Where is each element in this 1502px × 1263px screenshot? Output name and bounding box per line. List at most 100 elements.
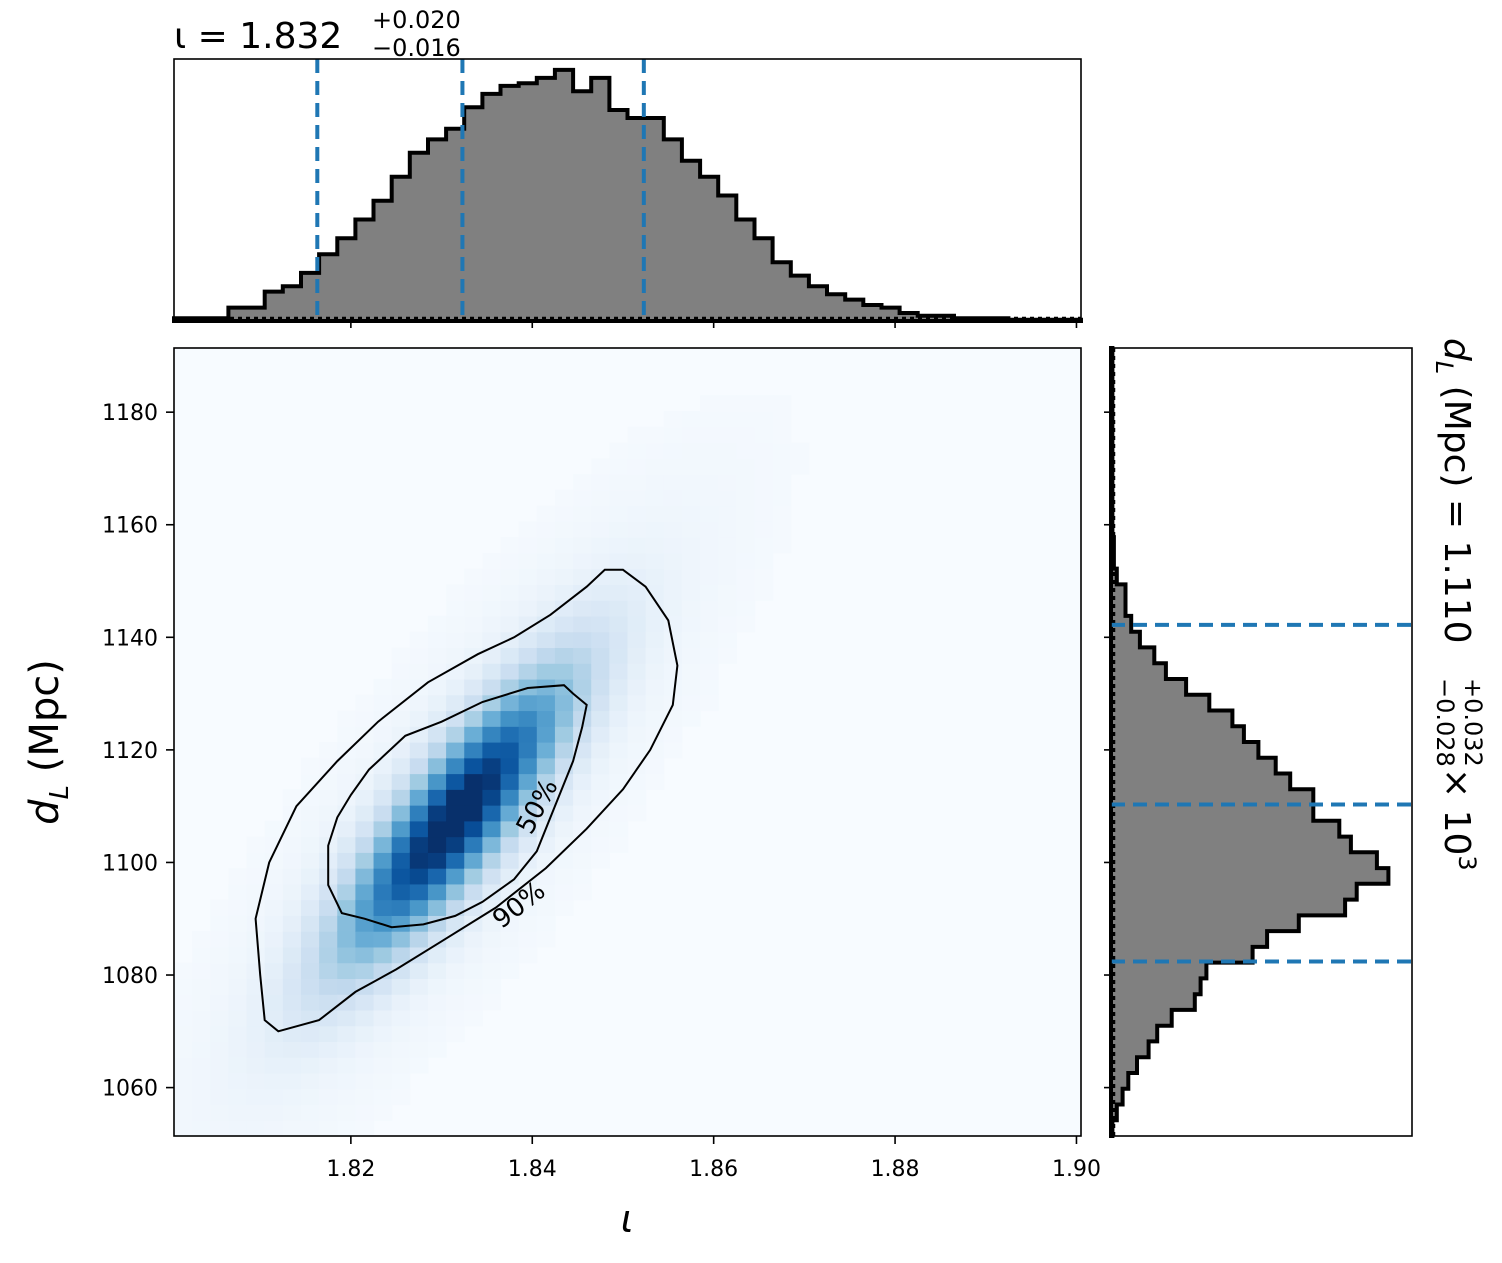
y-tick-label: 1140 — [102, 626, 158, 651]
density-cell — [681, 663, 701, 680]
density-cell — [482, 789, 502, 806]
density-cell — [282, 1041, 302, 1058]
density-cell — [427, 1041, 447, 1058]
density-cell — [681, 678, 701, 696]
density-cell — [736, 552, 756, 570]
density-cell — [446, 615, 465, 633]
density-cell — [518, 521, 538, 538]
density-cell — [627, 663, 647, 680]
density-cell — [409, 631, 429, 649]
density-cell — [337, 1120, 356, 1137]
dL-marginal-histogram: dL (Mpc) = 1.110 +0.032 −0.028 × 103 — [1104, 338, 1487, 1138]
density-cell — [663, 678, 683, 696]
density-cell — [718, 426, 737, 444]
density-cell — [500, 931, 520, 948]
density-cell — [427, 615, 447, 633]
density-cell — [391, 663, 411, 680]
density-cell — [192, 978, 211, 995]
density-cell — [282, 852, 302, 869]
density-cell — [554, 631, 574, 649]
density-cell — [645, 426, 665, 444]
density-cell — [754, 537, 774, 554]
density-cell — [482, 694, 502, 712]
density-cell — [718, 552, 737, 570]
density-cell — [337, 742, 356, 759]
density-cell — [591, 663, 610, 680]
density-cell — [355, 1041, 375, 1058]
density-cell — [427, 742, 447, 759]
density-cell — [500, 537, 520, 554]
density-cell — [718, 395, 737, 412]
density-cell — [609, 647, 629, 664]
density-cell — [319, 1120, 338, 1137]
density-cell — [300, 915, 320, 932]
y-tick-label: 1120 — [102, 739, 158, 764]
density-cell — [446, 584, 465, 601]
density-cell — [536, 584, 556, 601]
density-cell — [645, 537, 665, 554]
density-cell — [409, 1025, 429, 1043]
density-cell — [681, 694, 701, 712]
density-cell — [609, 678, 629, 696]
density-cell — [391, 742, 411, 759]
density-cell — [446, 868, 465, 885]
density-cell — [319, 789, 338, 806]
density-cell — [446, 1009, 465, 1027]
density-cell — [627, 489, 647, 507]
density-cell — [591, 757, 610, 775]
density-cell — [700, 458, 719, 475]
density-cell — [518, 600, 538, 617]
density-cell — [210, 1104, 230, 1121]
density-cell — [663, 742, 683, 759]
density-cell — [464, 726, 483, 743]
density-cell — [337, 820, 356, 838]
density-cell — [536, 694, 556, 712]
density-cell — [464, 1009, 483, 1027]
density-cell — [645, 773, 665, 790]
density-cell — [210, 931, 230, 948]
contour-50pct — [327, 684, 588, 929]
density-cell — [373, 868, 393, 885]
density-cell — [591, 489, 610, 507]
density-cell — [319, 742, 338, 759]
density-cell — [536, 631, 556, 649]
dL-exponent: × 103 — [1436, 768, 1481, 871]
density-cell — [573, 678, 592, 696]
density-cell — [427, 931, 447, 948]
density-cell — [573, 584, 592, 601]
density-cell — [446, 694, 465, 712]
density-cell — [772, 458, 792, 475]
density-cell — [573, 521, 592, 538]
density-cell — [355, 868, 375, 885]
density-cell — [409, 789, 429, 806]
density-cell — [264, 1088, 284, 1106]
density-cell — [282, 1120, 302, 1137]
density-cell — [464, 994, 483, 1011]
density-cell — [264, 1057, 284, 1074]
density-cell — [373, 1009, 393, 1027]
density-cell — [718, 411, 737, 428]
density-cell — [355, 1057, 375, 1074]
density-cell — [464, 773, 483, 790]
density-cell — [373, 1072, 393, 1090]
density-cell — [446, 852, 465, 869]
density-cell — [627, 521, 647, 538]
density-cell — [409, 978, 429, 995]
density-cell — [645, 631, 665, 649]
density-cell — [246, 1057, 266, 1074]
density-cell — [536, 537, 556, 554]
density-cell — [718, 474, 737, 491]
density-cell — [427, 978, 447, 995]
density-cell — [174, 1072, 193, 1090]
density-cell — [319, 994, 338, 1011]
density-cell — [645, 742, 665, 759]
density-cell — [210, 1057, 230, 1074]
density-cell — [518, 631, 538, 649]
density-cell — [355, 962, 375, 979]
density-cell — [464, 805, 483, 822]
density-cell — [319, 962, 338, 979]
density-cell — [554, 568, 574, 585]
density-cell — [192, 1120, 211, 1137]
density-cell — [645, 694, 665, 712]
density-cell — [300, 946, 320, 964]
